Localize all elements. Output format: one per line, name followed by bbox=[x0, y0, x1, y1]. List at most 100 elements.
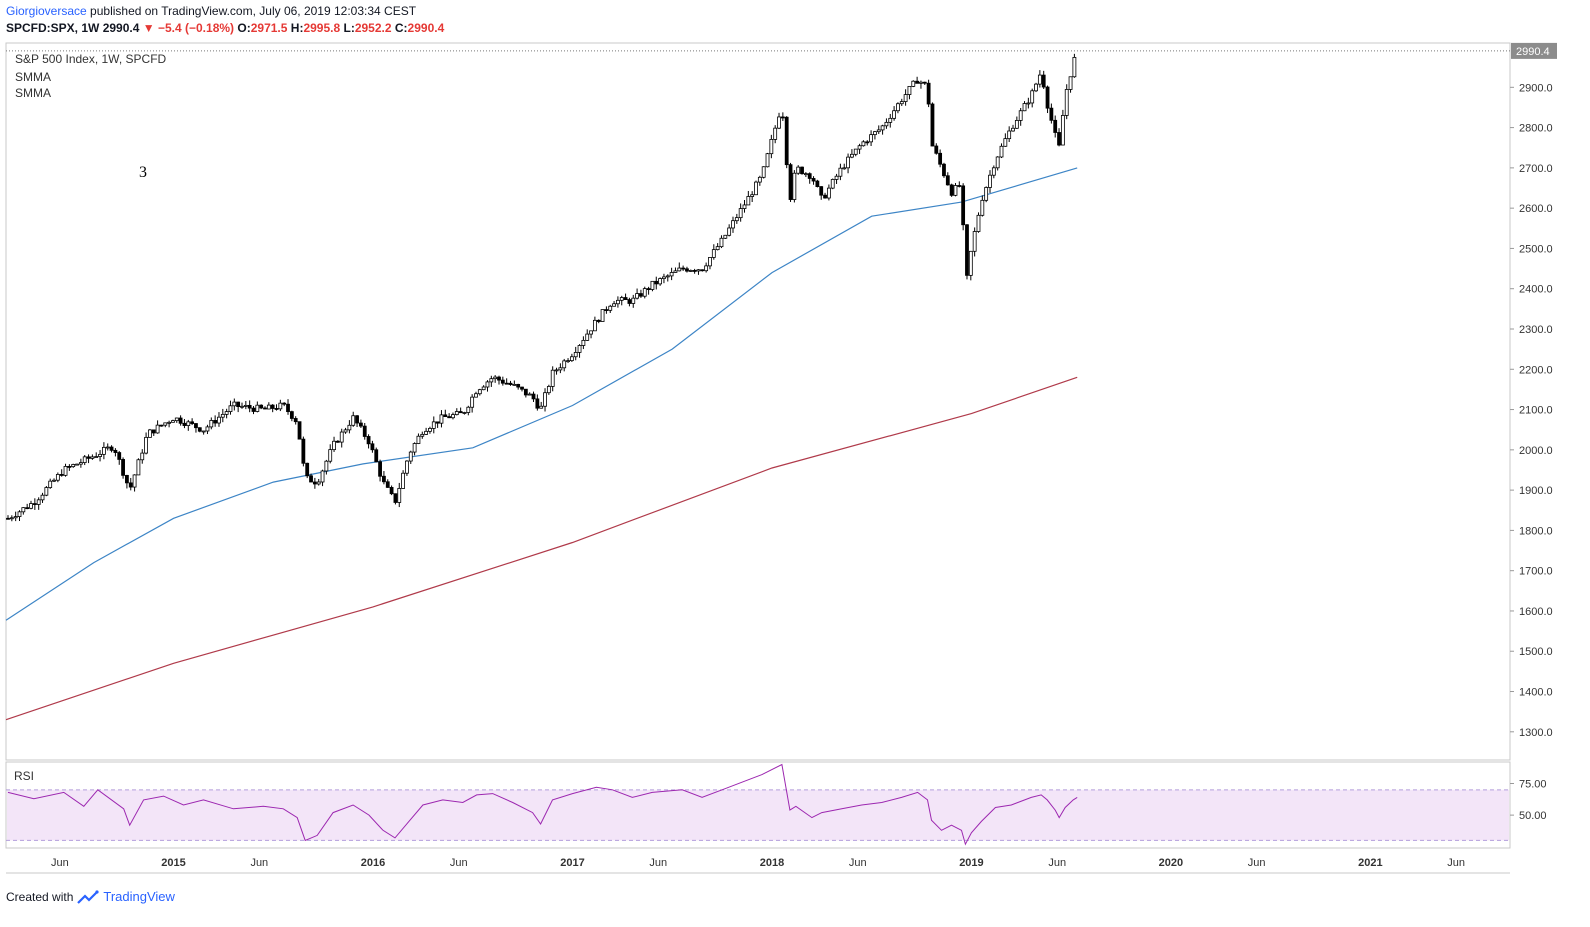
candle-body bbox=[217, 416, 221, 424]
candle-body bbox=[251, 407, 256, 412]
candle-body bbox=[873, 131, 877, 136]
candle-body bbox=[312, 481, 317, 485]
time-tick-label: 2021 bbox=[1358, 857, 1382, 869]
author-link[interactable]: Giorgioversace bbox=[6, 4, 87, 18]
candle-body bbox=[359, 422, 363, 427]
time-tick-label: 2019 bbox=[959, 857, 983, 869]
rsi-line bbox=[7, 763, 1078, 846]
candle-body bbox=[965, 224, 969, 276]
candle-body bbox=[650, 280, 655, 290]
candle-body bbox=[562, 360, 567, 369]
candle-body bbox=[616, 299, 620, 305]
price-tick-label: 2600.0 bbox=[1519, 203, 1553, 215]
candle-body bbox=[999, 145, 1004, 158]
candle-body bbox=[435, 421, 440, 424]
time-tick-label: Jun bbox=[1447, 857, 1465, 869]
candle-body bbox=[853, 148, 858, 155]
candle-body bbox=[259, 404, 264, 409]
smma-legend-1[interactable]: SMMA bbox=[15, 70, 51, 84]
candle-body bbox=[389, 487, 394, 495]
candle-body bbox=[412, 443, 417, 453]
candle-body bbox=[240, 405, 244, 408]
candle-body bbox=[669, 272, 674, 277]
candle-body bbox=[266, 404, 271, 410]
candle-body bbox=[769, 139, 774, 155]
candle-body bbox=[186, 421, 191, 426]
candle-body bbox=[431, 421, 436, 429]
candle-body bbox=[270, 404, 275, 409]
candle-body bbox=[792, 172, 797, 200]
time-tick-label: 2017 bbox=[560, 857, 584, 869]
price-pane-border bbox=[5, 42, 1511, 761]
tradingview-brand[interactable]: TradingView bbox=[103, 889, 175, 904]
candle-body bbox=[286, 403, 290, 413]
candle-body bbox=[159, 424, 164, 427]
down-triangle-icon: ▼ bbox=[142, 21, 155, 35]
candle-body bbox=[397, 488, 402, 503]
candle-body bbox=[458, 411, 463, 414]
candle-body bbox=[101, 446, 106, 455]
time-tick-label: 2018 bbox=[760, 857, 784, 869]
candle-body bbox=[362, 425, 367, 437]
candle-body bbox=[869, 134, 873, 143]
candle-body bbox=[86, 456, 91, 459]
price-tick-label: 2200.0 bbox=[1519, 364, 1553, 376]
last-price-badge bbox=[1511, 42, 1557, 59]
candle-body bbox=[991, 167, 996, 176]
candle-body bbox=[293, 418, 298, 423]
rsi-legend[interactable]: RSI bbox=[14, 769, 35, 783]
candle-body bbox=[316, 481, 321, 485]
candle-body bbox=[976, 214, 981, 232]
candle-body bbox=[98, 453, 102, 457]
candle-body bbox=[826, 187, 831, 199]
candle-body bbox=[708, 257, 712, 267]
candle-body bbox=[523, 388, 528, 396]
candle-body bbox=[213, 420, 218, 424]
candle-body bbox=[1011, 127, 1015, 132]
candle-body bbox=[688, 270, 693, 272]
candle-body bbox=[823, 194, 827, 199]
candle-body bbox=[581, 339, 586, 346]
smma-legend-2[interactable]: SMMA bbox=[15, 86, 51, 100]
candle-body bbox=[922, 81, 927, 84]
candle-body bbox=[171, 420, 175, 423]
candle-body bbox=[228, 405, 233, 412]
candle-body bbox=[351, 415, 356, 426]
candle-body bbox=[512, 383, 517, 386]
candle-body bbox=[474, 393, 478, 398]
candle-body bbox=[784, 116, 789, 166]
candle-body bbox=[1068, 76, 1073, 90]
candle-body bbox=[662, 276, 666, 279]
candle-body bbox=[451, 414, 455, 419]
candle-body bbox=[194, 423, 198, 429]
candle-body bbox=[309, 475, 313, 483]
candle-body bbox=[155, 424, 160, 434]
candle-body bbox=[531, 393, 536, 400]
candle-body bbox=[470, 396, 475, 408]
candle-body bbox=[328, 449, 333, 462]
candle-body bbox=[320, 470, 325, 483]
candle-body bbox=[25, 507, 30, 510]
candle-body bbox=[205, 426, 210, 432]
candle-body bbox=[405, 460, 409, 474]
time-tick-label: 2015 bbox=[161, 857, 185, 869]
candle-body bbox=[144, 436, 148, 454]
candle-body bbox=[734, 217, 739, 222]
candle-body bbox=[52, 479, 56, 482]
candle-body bbox=[673, 270, 678, 273]
candle-body bbox=[780, 116, 785, 119]
candle-body bbox=[631, 297, 636, 304]
candle-body bbox=[819, 186, 824, 196]
price-tick-label: 1600.0 bbox=[1519, 606, 1553, 618]
candle-body bbox=[543, 392, 547, 407]
candle-body bbox=[182, 422, 187, 426]
candle-body bbox=[378, 461, 382, 477]
candle-body bbox=[815, 180, 820, 188]
candle-body bbox=[612, 303, 616, 307]
time-tick-label: Jun bbox=[51, 857, 69, 869]
candle-body bbox=[972, 231, 977, 252]
candle-body bbox=[339, 431, 344, 443]
candle-body bbox=[190, 421, 195, 424]
candle-body bbox=[934, 145, 939, 154]
